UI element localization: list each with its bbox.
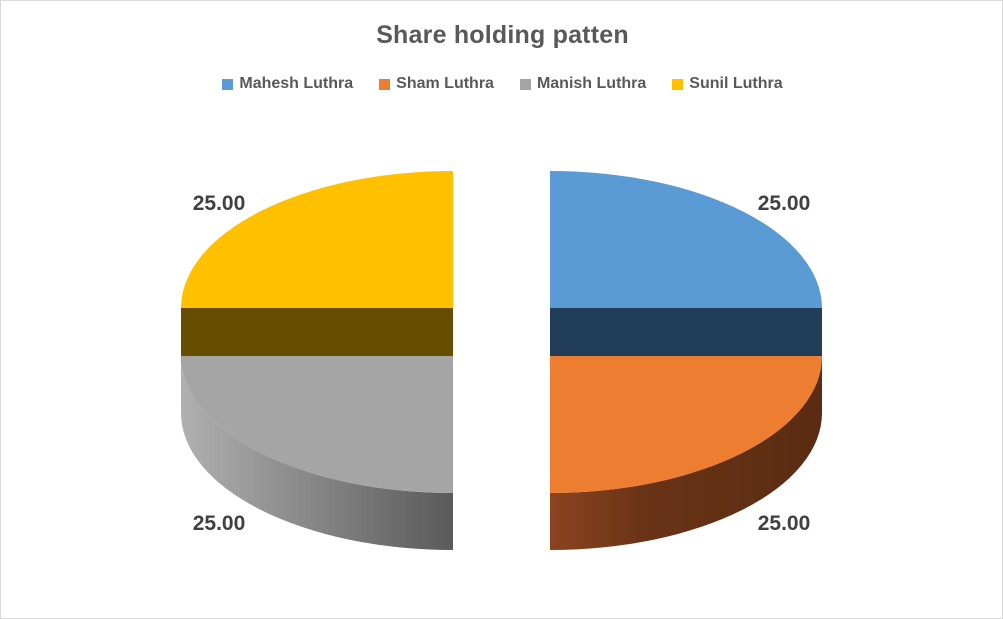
data-label-mahesh: 25.00: [758, 192, 811, 215]
legend-label: Mahesh Luthra: [239, 75, 354, 92]
slice-sunil: [181, 171, 453, 308]
slice-sham: [550, 356, 822, 493]
legend-label: Sunil Luthra: [689, 75, 783, 92]
legend-label: Manish Luthra: [536, 75, 647, 92]
slice-side-sham: [550, 356, 822, 550]
legend-swatch: [519, 78, 531, 90]
legend-item-sunil[interactable]: Sunil Luthra: [672, 75, 783, 93]
legend-item-sham[interactable]: Sham Luthra: [379, 75, 494, 93]
legend-swatch: [222, 78, 234, 90]
data-label-sham: 25.00: [758, 512, 811, 535]
legend: Mahesh Luthra Sham Luthra Manish Luthra …: [1, 75, 1003, 93]
slice-manish: [181, 356, 453, 493]
slice-mahesh: [550, 171, 822, 308]
slice-side-mahesh: [550, 308, 822, 365]
legend-swatch: [672, 78, 684, 90]
slice-side-manish: [181, 356, 453, 550]
slice-side-sunil: [181, 308, 453, 365]
data-label-sunil: 25.00: [193, 192, 246, 215]
legend-label: Sham Luthra: [396, 75, 494, 92]
legend-swatch: [379, 78, 391, 90]
legend-item-mahesh[interactable]: Mahesh Luthra: [222, 75, 353, 93]
legend-item-manish[interactable]: Manish Luthra: [519, 75, 647, 93]
data-label-manish: 25.00: [193, 512, 246, 535]
chart-title: Share holding patten: [376, 21, 629, 49]
